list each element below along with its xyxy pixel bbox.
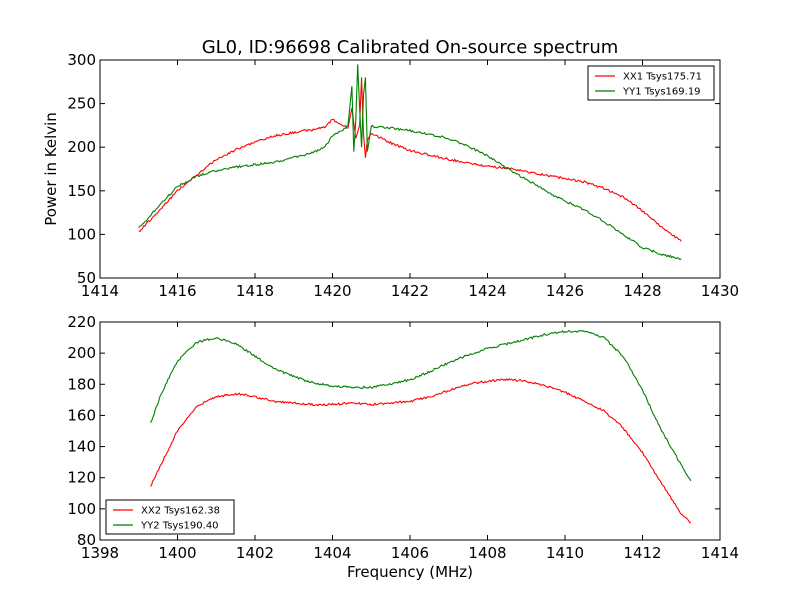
bottom-y-tick-label: 100 — [67, 500, 96, 518]
bottom-legend-label-2: YY2 Tsys190.40 — [140, 521, 219, 532]
top-x-tick-label: 1426 — [546, 282, 584, 300]
top-y-axis-label: Power in Kelvin — [42, 112, 60, 226]
bottom-x-tick-label: 1408 — [468, 544, 506, 562]
figure-title: GL0, ID:96698 Calibrated On-source spect… — [202, 37, 619, 58]
top-x-tick-label: 1422 — [391, 282, 429, 300]
bottom-y-tick-label: 180 — [67, 375, 96, 393]
bottom-y-tick-label: 120 — [67, 469, 96, 487]
top-y-tick-label: 200 — [67, 138, 96, 156]
bottom-x-tick-label: 1400 — [158, 544, 196, 562]
bottom-x-tick-label: 1398 — [81, 544, 119, 562]
top-y-tick-label: 50 — [77, 269, 96, 287]
top-x-tick-label: 1414 — [81, 282, 119, 300]
top-x-tick-label: 1428 — [623, 282, 661, 300]
bottom-legend-box — [105, 499, 235, 535]
top-legend: XX1 Tsys175.71 YY1 Tsys169.19 — [587, 65, 715, 101]
top-x-tick-label: 1430 — [701, 282, 739, 300]
bottom-legend-label-1: XX2 Tsys162.38 — [141, 506, 220, 517]
bottom-y-tick-label: 160 — [67, 406, 96, 424]
bottom-x-tick-label: 1404 — [313, 544, 351, 562]
top-legend-label-2: YY1 Tsys169.19 — [622, 87, 701, 98]
top-legend-box — [587, 65, 715, 101]
top-plot: 1414 1416 1418 1420 1422 1424 1426 1428 1430 50 10… — [67, 51, 739, 300]
bottom-x-axis-label: Frequency (MHz) — [347, 563, 473, 581]
bottom-y-tick-label: 200 — [67, 344, 96, 362]
top-legend-label-1: XX1 Tsys175.71 — [623, 72, 702, 83]
bottom-x-tick-label: 1410 — [546, 544, 584, 562]
bottom-x-tick-label: 1402 — [236, 544, 274, 562]
bottom-series-line-2 — [149, 329, 692, 482]
bottom-plot: 1398 1400 1402 1404 1406 1408 1410 1412 1414 80 10… — [67, 313, 739, 562]
top-x-tick-label: 1420 — [313, 282, 351, 300]
top-series-line-1 — [138, 77, 682, 242]
top-x-tick-label: 1418 — [236, 282, 274, 300]
bottom-y-tick-label: 80 — [77, 531, 96, 549]
top-y-tick-label: 150 — [67, 182, 96, 200]
bottom-series-line-1 — [149, 377, 692, 524]
top-y-tick-label: 100 — [67, 225, 96, 243]
top-y-tick-label: 300 — [67, 51, 96, 69]
top-y-tick-label: 250 — [67, 95, 96, 113]
top-series-line-2 — [138, 64, 682, 261]
top-x-tick-label: 1424 — [468, 282, 506, 300]
bottom-y-tick-label: 220 — [67, 313, 96, 331]
top-x-tick-label: 1416 — [158, 282, 196, 300]
bottom-x-tick-label: 1412 — [623, 544, 661, 562]
bottom-x-tick-label: 1414 — [701, 544, 739, 562]
bottom-y-tick-label: 140 — [67, 438, 96, 456]
bottom-legend: XX2 Tsys162.38 YY2 Tsys190.40 — [105, 499, 235, 535]
bottom-x-tick-label: 1406 — [391, 544, 429, 562]
